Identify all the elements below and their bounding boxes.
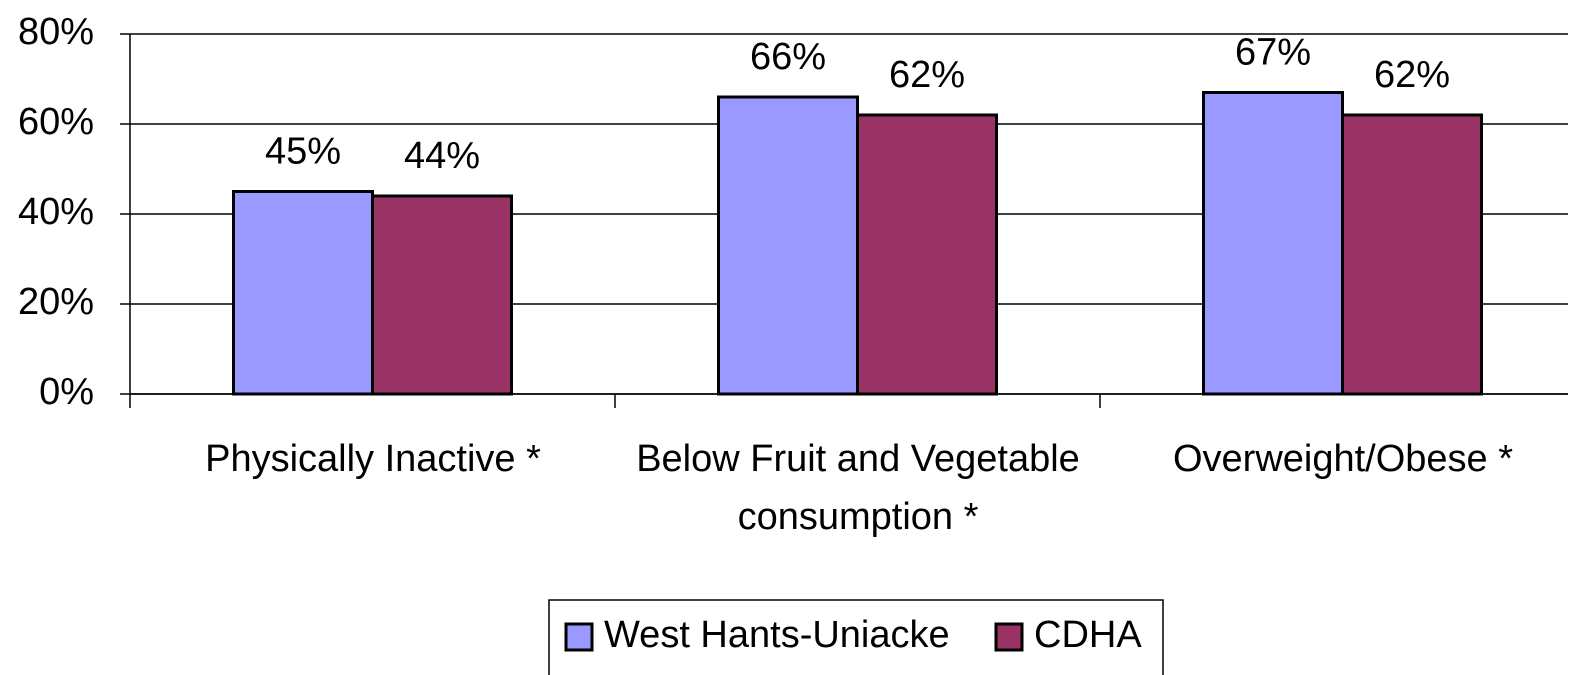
legend-label: CDHA xyxy=(1034,614,1142,656)
bar xyxy=(717,95,859,396)
x-tick-label: Overweight/Obese * xyxy=(1172,438,1514,480)
y-tick-label: 20% xyxy=(18,281,94,323)
data-label: 45% xyxy=(265,131,341,173)
legend-swatch xyxy=(564,622,594,652)
bar xyxy=(1341,113,1483,396)
legend-swatch xyxy=(994,622,1024,652)
y-tick-label: 40% xyxy=(18,191,94,233)
data-label: 67% xyxy=(1235,32,1311,74)
x-tick-label: Below Fruit and Vegetable consumption * xyxy=(636,438,1080,538)
legend-label: West Hants-Uniacke xyxy=(604,614,950,656)
y-tick-label: 0% xyxy=(39,371,94,413)
data-label: 44% xyxy=(404,135,480,177)
data-label: 62% xyxy=(889,54,965,96)
y-tick-label: 80% xyxy=(18,11,94,53)
y-tick-label: 60% xyxy=(18,101,94,143)
bar xyxy=(856,113,998,396)
x-tick-label: Physically Inactive * xyxy=(205,438,541,480)
bar xyxy=(232,190,374,396)
data-label: 62% xyxy=(1374,54,1450,96)
legend-box xyxy=(548,599,1164,675)
bar xyxy=(371,194,513,396)
bar xyxy=(1202,91,1344,396)
data-label: 66% xyxy=(750,36,826,78)
